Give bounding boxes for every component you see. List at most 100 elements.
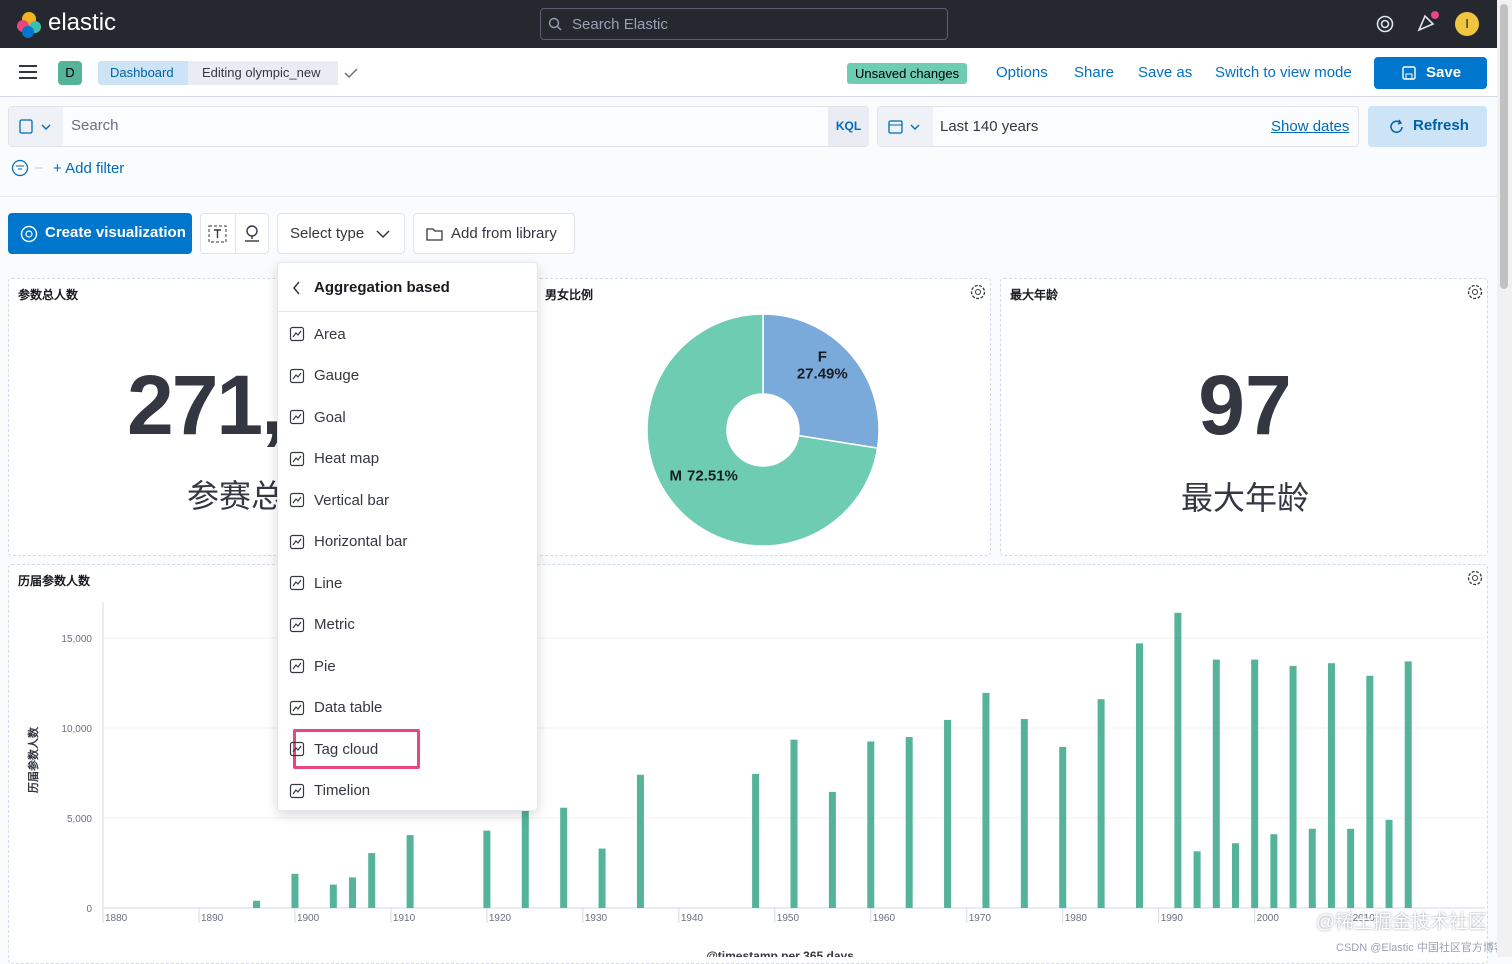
- global-search[interactable]: Search Elastic: [540, 8, 948, 40]
- panel-title: 最大年龄: [1010, 288, 1059, 302]
- divider: [0, 196, 1497, 197]
- query-placeholder: Search: [71, 117, 119, 134]
- refresh-label: Refresh: [1413, 117, 1469, 134]
- divider: [278, 311, 537, 312]
- menu-item-icon: [289, 700, 305, 715]
- panel-title: 历届参数人数: [18, 574, 91, 588]
- share-button[interactable]: Share: [1074, 64, 1115, 81]
- select-type[interactable]: Select type: [277, 213, 405, 254]
- menu-item-label: Heat map: [314, 450, 380, 467]
- show-dates[interactable]: Show dates: [1271, 118, 1350, 135]
- menu-item[interactable]: Data table: [278, 693, 538, 723]
- menu-item[interactable]: Metric: [278, 610, 538, 640]
- saved-query-icon: [19, 119, 51, 134]
- menu-item-label: Timelion: [314, 782, 371, 799]
- save-label: Save: [1426, 64, 1462, 81]
- menu-title: Aggregation based: [314, 279, 450, 296]
- pie-panel: 男女比例: [536, 278, 991, 556]
- menu-toggle[interactable]: [19, 65, 37, 79]
- menu-item-icon: [289, 575, 305, 591]
- check-icon: [344, 68, 358, 79]
- bar-panel: 历届参数人数: [8, 564, 1488, 964]
- menu-item-icon: [289, 617, 305, 632]
- menu-item-icon: [289, 783, 305, 798]
- menu-item-label: Metric: [314, 616, 355, 633]
- create-label: Create visualization: [45, 224, 186, 241]
- quick-menu[interactable]: [878, 107, 933, 146]
- time-range: Last 140 years: [940, 118, 1039, 135]
- metric-panel: 最大年龄 97 最大年龄: [1000, 278, 1488, 556]
- scroll-thumb[interactable]: [1500, 4, 1508, 289]
- menu-item[interactable]: Area: [278, 319, 538, 349]
- metric-label: 最大年龄: [1180, 480, 1309, 516]
- menu-item-label: Tag cloud: [314, 740, 379, 758]
- select-type-label: Select type: [290, 225, 365, 242]
- add-from-library[interactable]: Add from library: [413, 213, 575, 254]
- type-menu: Aggregation based Area Gauge Goal Heat map V…: [277, 262, 538, 811]
- add-filter[interactable]: + Add filter: [53, 160, 125, 177]
- save-as-button[interactable]: Save as: [1138, 64, 1193, 81]
- metric-value: 97: [1198, 358, 1292, 452]
- scrollbar: [1497, 0, 1512, 957]
- avatar[interactable]: I: [1455, 12, 1479, 36]
- help-icon[interactable]: [1375, 14, 1395, 34]
- menu-item-label: Pie: [314, 657, 336, 675]
- panel-title: 参数总人数: [18, 288, 79, 302]
- menu-item-label: Area: [314, 325, 346, 343]
- menu-item-icon: [289, 534, 305, 549]
- text-button[interactable]: [208, 225, 228, 243]
- menu-item-label: Data table: [314, 699, 383, 716]
- add-from-library-label: Add from library: [451, 225, 557, 242]
- menu-item-label: Line: [314, 574, 343, 592]
- menu-item-icon: [289, 492, 305, 508]
- menu-item[interactable]: Timelion: [278, 776, 538, 806]
- separator: [235, 214, 236, 253]
- options-button[interactable]: Options: [996, 64, 1048, 81]
- menu-item[interactable]: Goal: [278, 402, 538, 432]
- search-placeholder: Search Elastic: [572, 16, 668, 33]
- menu-item[interactable]: Tag cloud: [278, 734, 538, 764]
- chevron: [376, 230, 390, 239]
- elastic-logo[interactable]: [15, 11, 43, 39]
- menu-item[interactable]: Line: [278, 568, 538, 598]
- filter-icon[interactable]: [11, 159, 47, 177]
- space-badge[interactable]: D: [58, 61, 82, 85]
- watermark: @稀土掘金技术社区: [1315, 912, 1487, 933]
- watermark: CSDN @Elastic 中国社区官方博客: [1336, 942, 1505, 954]
- menu-item[interactable]: Gauge: [278, 361, 538, 391]
- back-icon[interactable]: [292, 281, 302, 295]
- menu-item-icon: [289, 368, 305, 383]
- menu-item-icon: [289, 658, 305, 674]
- panel-options[interactable]: [1466, 569, 1484, 587]
- menu-item[interactable]: Vertical bar: [278, 485, 538, 515]
- folder-icon: [426, 228, 443, 241]
- top-header: elastic Search Elastic I: [0, 0, 1497, 48]
- saved-query-menu[interactable]: [9, 107, 63, 146]
- query-input[interactable]: Search KQL: [8, 106, 869, 147]
- map-button[interactable]: [242, 224, 262, 244]
- query-language[interactable]: KQL: [828, 107, 869, 146]
- highlight-box: [293, 729, 420, 769]
- menu-item-icon: [289, 451, 305, 466]
- view-mode-button[interactable]: Switch to view mode: [1215, 64, 1352, 81]
- menu-item[interactable]: Horizontal bar: [278, 527, 538, 557]
- metric-label: 参赛总: [187, 478, 284, 514]
- panel-options[interactable]: [1466, 283, 1484, 301]
- news-icon[interactable]: [1416, 10, 1442, 34]
- save-button[interactable]: Save: [1374, 57, 1487, 89]
- app-toolbar: D Dashboard Editing olympic_new Unsaved …: [0, 48, 1497, 97]
- menu-item[interactable]: Heat map: [278, 444, 538, 474]
- brand[interactable]: elastic: [48, 9, 117, 36]
- menu-item[interactable]: Pie: [278, 651, 538, 681]
- panel-title: 男女比例: [545, 288, 594, 302]
- lens-icon: [20, 225, 38, 243]
- create-visualization[interactable]: Create visualization: [8, 213, 192, 254]
- menu-item-icon: [289, 326, 305, 342]
- panel-options[interactable]: [969, 283, 987, 301]
- menu-item-label: Gauge: [314, 367, 360, 384]
- date-picker[interactable]: Last 140 years Show dates: [877, 106, 1359, 147]
- quick-buttons: [200, 213, 269, 254]
- breadcrumb[interactable]: Dashboard: [98, 61, 188, 85]
- refresh-button[interactable]: Refresh: [1368, 106, 1487, 147]
